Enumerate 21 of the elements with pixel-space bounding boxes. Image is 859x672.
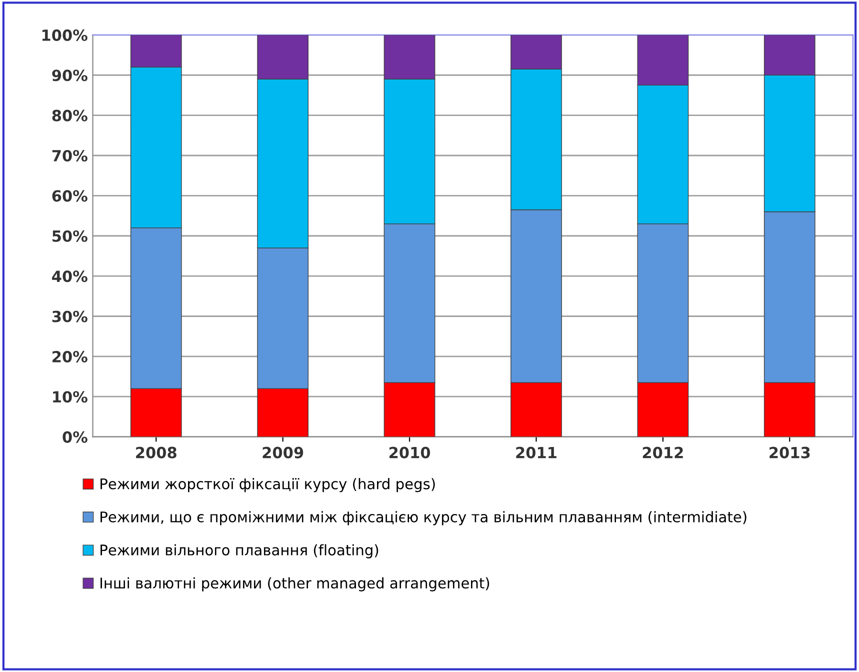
legend-label: Режими жорсткої фіксації курсу (hard pegs) [100,478,435,492]
legend-label: Інші валютні режими (other managed arrangement) [100,577,490,592]
x-tick-label: 2009 [262,446,304,458]
y-tick-label: 80% [52,110,88,122]
x-tick-label: 2011 [516,446,556,458]
x-tick-label: 2010 [389,446,430,458]
legend-label: Режими вільного плавання (floating) [100,544,378,558]
y-tick-label: 100% [42,29,88,41]
x-tick-label: 2013 [770,446,810,458]
y-tick-label: 20% [52,350,88,362]
y-tick-label: 40% [52,270,88,282]
legend-label: Режими, що є проміжними між фіксацією курсу та вільним плаванням (intermidiate) [100,511,746,526]
y-tick-label: 0% [62,431,88,443]
y-tick-label: 90% [52,70,88,82]
y-tick-label: 60% [52,190,88,202]
x-tick-label: 2008 [136,446,176,458]
y-tick-label: 70% [52,150,88,162]
x-tick-label: 2012 [642,446,683,458]
y-tick-label: 10% [53,391,88,403]
y-tick-label: 50% [52,230,88,242]
y-tick-label: 30% [52,310,88,322]
